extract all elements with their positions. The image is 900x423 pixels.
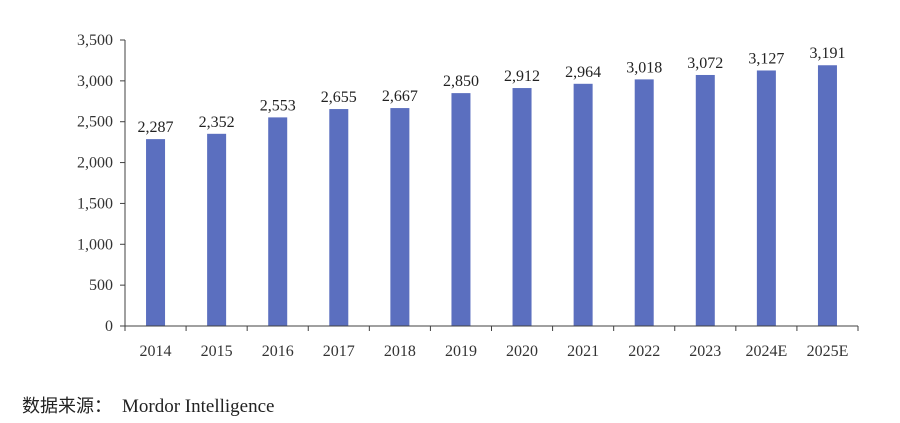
x-tick-label: 2024E	[745, 343, 787, 360]
x-tick-label: 2019	[445, 343, 477, 360]
data-label: 2,912	[504, 68, 540, 85]
bar-chart: 0 500 1,000 1,500 2,000 2,500 3,000 3,500 2,287…	[77, 32, 859, 360]
data-label: 2,287	[138, 119, 174, 136]
y-tick-label: 1,000	[77, 236, 113, 253]
y-tick-label: 2,000	[77, 155, 113, 172]
data-label: 2,553	[260, 97, 296, 114]
x-axis: 2014 2015 2016 2017 2018 2019 2020 2021 2022 2023…	[124, 325, 859, 360]
bar	[695, 74, 715, 326]
x-tick-label: 2017	[323, 343, 355, 360]
source-value: Mordor Intelligence	[122, 396, 275, 417]
source-label: 数据来源：	[22, 396, 112, 417]
data-label: 2,655	[321, 89, 357, 106]
bar	[512, 88, 532, 326]
y-tick-label: 3,000	[77, 73, 113, 90]
bar	[817, 65, 837, 326]
bar	[390, 108, 410, 327]
x-tick-label: 2015	[201, 343, 233, 360]
x-tick-label: 2016	[262, 343, 294, 360]
y-tick-label: 3,500	[77, 32, 113, 49]
bar	[634, 79, 654, 326]
source-note: 数据来源： Mordor Intelligence	[22, 392, 274, 418]
data-label: 2,850	[443, 73, 479, 90]
bar	[329, 109, 349, 326]
data-label: 3,127	[748, 50, 784, 67]
data-label: 3,191	[809, 45, 845, 62]
y-axis: 0 500 1,000 1,500 2,000 2,500 3,000 3,500	[77, 32, 126, 335]
bar	[268, 117, 288, 327]
x-tick-label: 2020	[506, 343, 538, 360]
x-tick-label: 2022	[628, 343, 660, 360]
data-label: 3,072	[687, 55, 723, 72]
data-label: 2,964	[565, 64, 601, 81]
data-label: 2,352	[199, 114, 235, 131]
x-tick-label: 2023	[689, 343, 721, 360]
bar	[573, 83, 593, 326]
data-label: 2,667	[382, 88, 418, 105]
x-tick-label: 2018	[384, 343, 416, 360]
bars: 2,287 2,352 2,553 2,655 2,667 2,850 2,912 2,964…	[138, 45, 845, 327]
y-tick-label: 1,500	[77, 195, 113, 212]
bar	[146, 139, 166, 326]
x-tick-label: 2014	[140, 343, 172, 360]
bar	[207, 133, 227, 326]
data-label: 3,018	[626, 59, 662, 76]
y-tick-label: 500	[89, 277, 113, 294]
bar	[756, 70, 776, 326]
x-tick-label: 2021	[567, 343, 599, 360]
x-tick-label: 2025E	[807, 343, 849, 360]
y-tick-label: 2,500	[77, 114, 113, 131]
bar	[451, 93, 471, 326]
y-tick-label: 0	[105, 318, 113, 335]
